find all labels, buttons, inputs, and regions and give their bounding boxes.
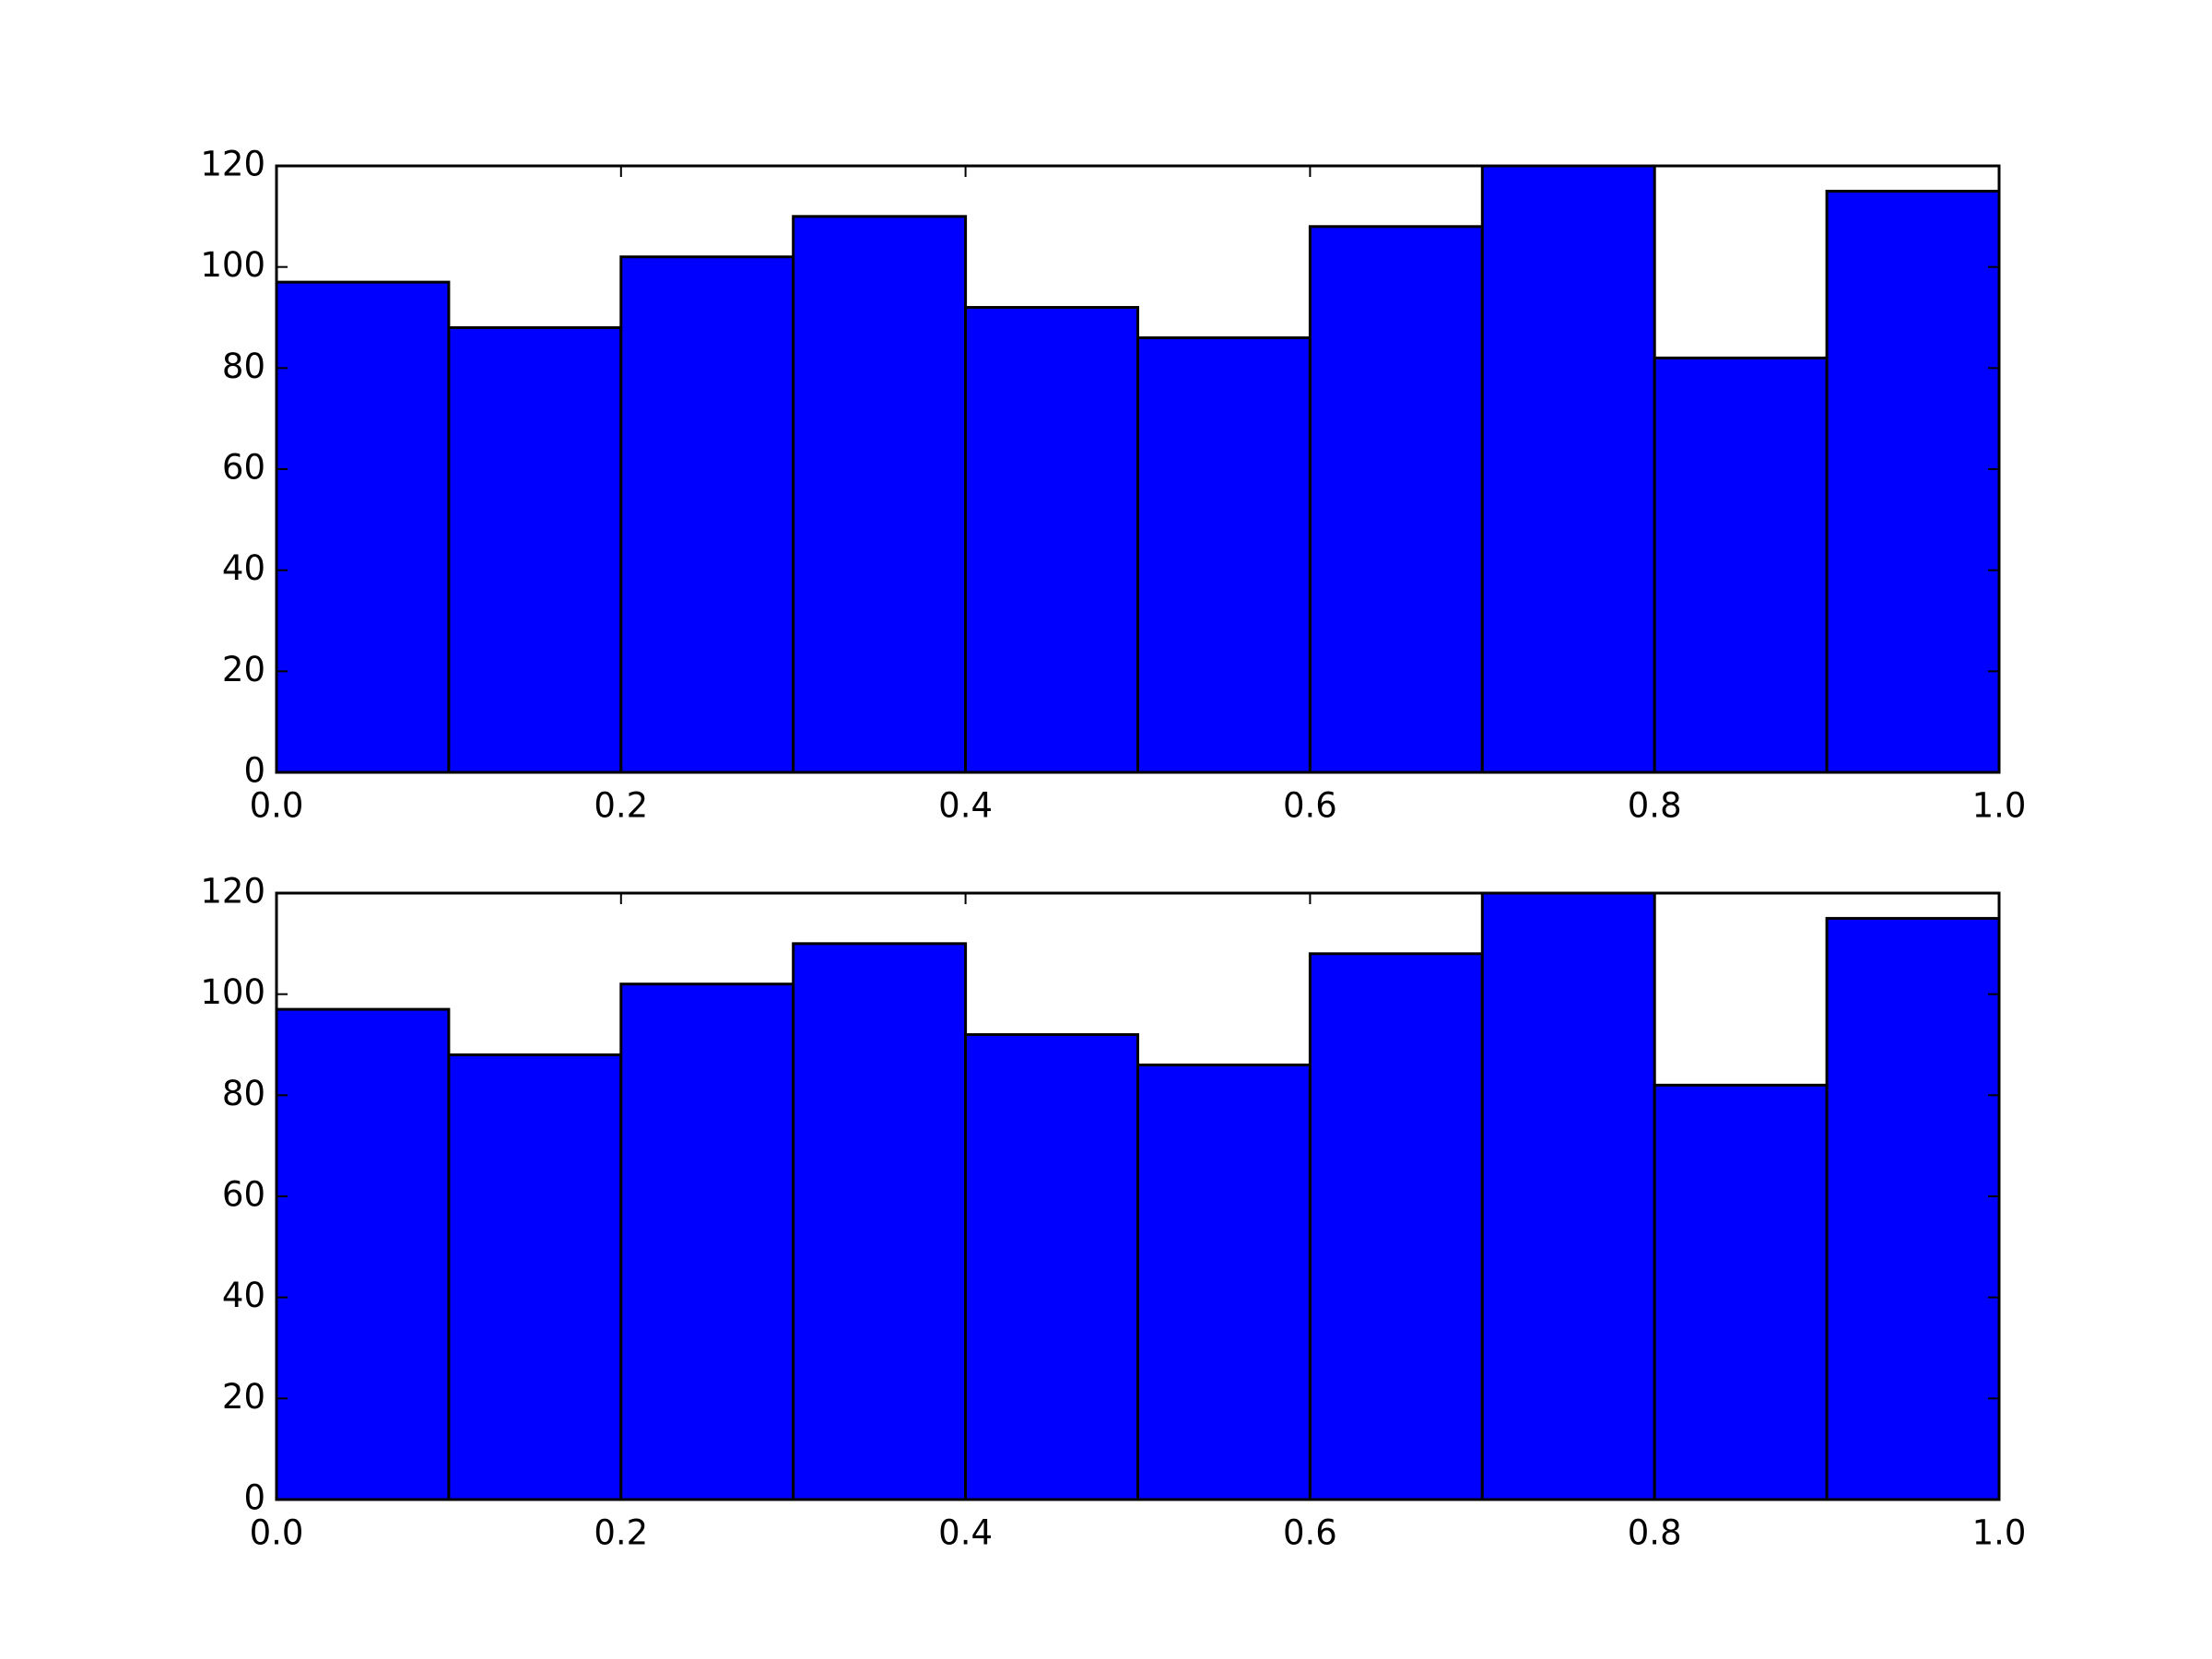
histogram-bar [1308,225,1484,774]
histogram-bar [1480,164,1656,774]
y-tick-label: 120 [200,145,265,184]
histogram-bar [964,1033,1139,1501]
x-tick-label: 0.2 [594,1513,648,1553]
x-tick-label: 1.0 [1972,1513,2027,1553]
histogram-bar [964,306,1139,774]
y-tick-label: 0 [243,1478,265,1518]
x-tick-label: 0.4 [938,786,993,826]
x-tick-label: 0.0 [250,786,304,826]
y-tick-label: 80 [222,1074,265,1113]
histogram-bar [275,280,451,774]
histogram-bar [792,942,968,1501]
x-tick-label: 0.8 [1628,786,1682,826]
axes-frame [275,164,2001,774]
histogram-bar [619,255,795,774]
histogram-bar [619,982,795,1501]
y-tick-label: 80 [222,347,265,386]
x-tick-label: 0.0 [250,1513,304,1553]
histogram-bar [1825,916,2001,1501]
y-tick-label: 60 [222,1175,265,1215]
x-tick-label: 0.6 [1283,786,1337,826]
histogram-bar [447,325,623,774]
x-tick-label: 0.6 [1283,1513,1337,1553]
histogram-bar [1653,356,1829,774]
histogram-bar [1136,335,1312,774]
histogram-bar [275,1007,451,1501]
x-tick-label: 0.2 [594,786,648,826]
histogram-bar [792,215,968,774]
y-tick-label: 40 [222,548,265,588]
y-tick-label: 100 [200,972,265,1012]
y-tick-label: 40 [222,1276,265,1315]
y-tick-label: 100 [200,245,265,285]
y-tick-label: 20 [222,1377,265,1417]
histogram-bar [1480,891,1656,1501]
y-tick-label: 60 [222,448,265,488]
y-tick-label: 0 [243,751,265,791]
histogram-bar [1653,1083,1829,1501]
histogram-bar [1308,952,1484,1501]
y-tick-label: 120 [200,872,265,912]
y-tick-label: 20 [222,650,265,689]
histogram-bar [1136,1063,1312,1501]
histogram-bar [447,1053,623,1501]
x-tick-label: 1.0 [1972,786,2027,826]
axes-frame [275,891,2001,1501]
x-tick-label: 0.4 [938,1513,993,1553]
x-tick-label: 0.8 [1628,1513,1682,1553]
histogram-bar [1825,189,2001,774]
